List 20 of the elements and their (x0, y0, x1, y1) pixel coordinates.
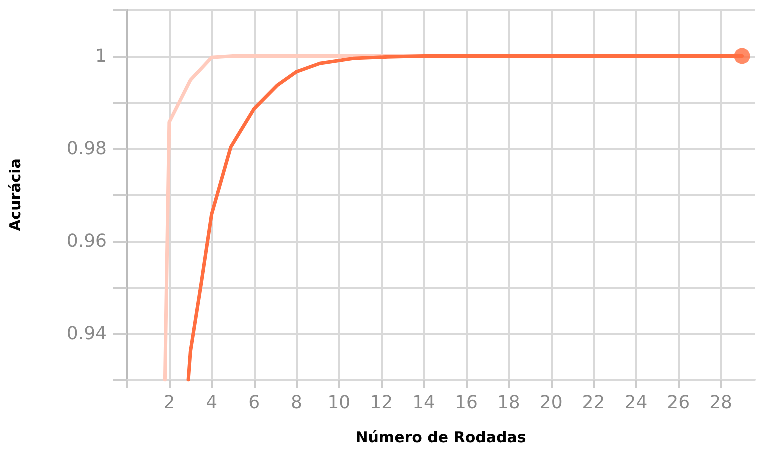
y-axis-title: Acurácia (6, 158, 24, 232)
y-tick-label: 0.94 (66, 323, 107, 344)
x-tick-label: 2 (164, 392, 176, 414)
x-tick-label: 14 (412, 392, 436, 414)
x-tick-label: 24 (624, 392, 648, 414)
x-tick-label: 8 (291, 392, 302, 414)
x-tick-label: 28 (710, 392, 733, 414)
x-tick-label: 26 (667, 392, 690, 414)
x-tick-label: 12 (370, 392, 394, 414)
x-tick-label: 16 (455, 392, 478, 414)
x-tick-label: 4 (206, 392, 218, 414)
x-tick-label: 18 (497, 392, 520, 414)
y-tick-label: 0.98 (66, 138, 107, 160)
y-tick-label: 1 (96, 46, 107, 67)
x-axis-title: Número de Rodadas (356, 428, 526, 446)
x-tick-label: 10 (328, 392, 351, 414)
x-tick-label: 20 (540, 392, 563, 414)
x-tick-label: 6 (248, 392, 260, 414)
x-tick-label: 22 (582, 392, 606, 414)
y-tick-label: 0.96 (66, 230, 107, 252)
